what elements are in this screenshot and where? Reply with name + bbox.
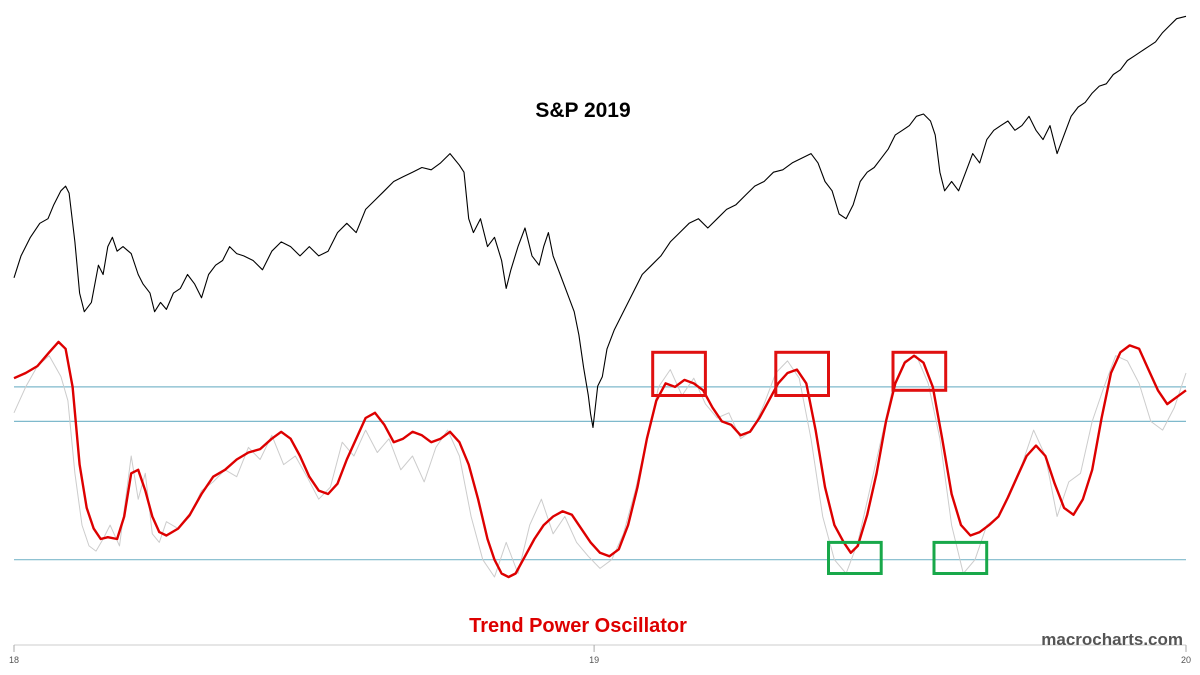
oscillator-chart-title: Trend Power Oscillator <box>469 615 687 637</box>
red-box-2 <box>774 350 830 397</box>
green-box-4 <box>827 540 883 576</box>
green-box-5 <box>932 540 989 576</box>
highlight-boxes <box>651 350 989 576</box>
sp500-price-line <box>13 15 1187 429</box>
reference-lines <box>14 386 1186 561</box>
oscillator-raw-line <box>13 355 1187 578</box>
red-box-3 <box>891 350 948 392</box>
x-axis-ticks: 18 19 20 <box>9 645 1191 665</box>
x-tick-label: 20 <box>1181 655 1191 665</box>
x-tick-label: 19 <box>589 655 599 665</box>
price-chart-title: S&P 2019 <box>535 99 630 122</box>
red-box-1 <box>651 350 707 397</box>
oscillator-series <box>13 340 1187 579</box>
watermark: macrocharts.com <box>1041 630 1183 649</box>
oscillator-smoothed-line <box>13 340 1187 579</box>
price-series <box>13 15 1187 429</box>
x-tick-label: 18 <box>9 655 19 665</box>
